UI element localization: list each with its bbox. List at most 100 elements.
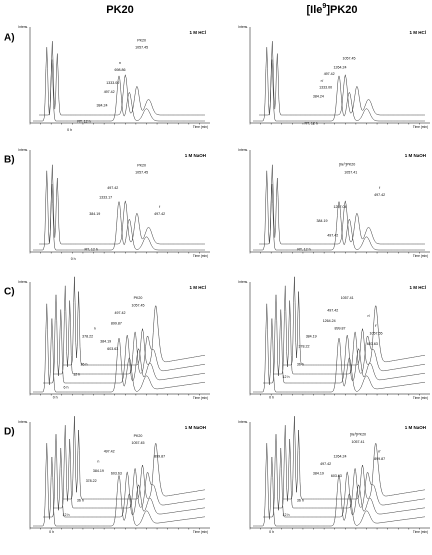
peak-label: PK20 <box>137 39 146 43</box>
axis-label: Intens. <box>18 280 28 284</box>
peak-label: 36 h <box>81 362 88 366</box>
peak-label: 0 h <box>269 396 274 400</box>
peak-label: 0 h <box>53 396 58 400</box>
peak-label: 497.42 <box>327 233 338 237</box>
peak-label: f <box>379 186 380 190</box>
peak-label: 36 h <box>77 498 84 502</box>
peak-label: 12 h <box>283 375 290 379</box>
peak-label: n <box>94 327 96 331</box>
axis-label: Time (min) <box>193 530 208 534</box>
peak-label: 1057.41 <box>352 440 365 444</box>
column-header: PK20 <box>106 4 134 16</box>
peak-label: n' <box>378 450 381 454</box>
trace <box>53 285 206 375</box>
peak-label: 1264.24 <box>334 455 347 459</box>
axis-label: Time (min) <box>193 396 208 400</box>
peak-label: 36 h <box>297 498 304 502</box>
peak-label: RT, 12 h <box>77 119 90 123</box>
trace <box>263 294 426 384</box>
condition: 1 M HCl <box>189 30 206 35</box>
peak-label: n <box>97 459 99 463</box>
peak-label: 6 h <box>64 385 69 389</box>
axis-label: Intens. <box>238 148 248 152</box>
trace <box>253 170 425 251</box>
peak-label: n' <box>367 314 370 318</box>
peak-label: 1257.04 <box>334 205 347 209</box>
axis-label: Time (min) <box>413 396 428 400</box>
trace <box>259 164 425 245</box>
peak-label: 497.42 <box>104 450 115 454</box>
axis-label: Time (min) <box>193 125 208 129</box>
peak-label: 1057.45 <box>135 171 148 175</box>
peak-label: RT, 12 h <box>297 247 310 251</box>
trace <box>283 416 426 500</box>
trace <box>43 294 206 384</box>
peak-label: f <box>159 205 160 209</box>
peak-label: 384.19 <box>93 469 104 473</box>
header-part: ]PK20 <box>326 4 357 16</box>
axis-label: Time (min) <box>413 125 428 129</box>
peak-label: 497.42 <box>320 462 331 466</box>
peak-label: PK20 <box>134 296 143 300</box>
peak-label: 384.19 <box>306 334 317 338</box>
peak-label: 0 h <box>67 128 72 132</box>
peak-label: [Ile⁹]PK20 <box>350 433 366 437</box>
trace <box>283 276 426 366</box>
axis-label: Time (min) <box>413 254 428 258</box>
peak-label: 378.22 <box>86 479 97 483</box>
peak-label: 1057.45 <box>343 57 356 61</box>
trace <box>63 276 206 366</box>
trace <box>253 443 426 527</box>
column-header: [Ile9]PK20 <box>307 3 358 16</box>
header-sup: 9 <box>322 3 326 10</box>
peak-label: 1057.55 <box>370 332 383 336</box>
peak-label: 698.86 <box>115 68 126 72</box>
peak-label: 1057.41 <box>344 171 357 175</box>
trace <box>63 416 206 500</box>
header-part: [Ile <box>307 4 323 16</box>
peak-label: 1264.24 <box>323 319 336 323</box>
trace <box>253 303 426 393</box>
peak-label: n' <box>321 79 324 83</box>
axis-label: Time (min) <box>413 530 428 534</box>
trace <box>263 434 426 518</box>
trace <box>33 443 206 527</box>
peak-label: 384.19 <box>313 472 324 476</box>
condition: 1 M NaOH <box>405 425 426 430</box>
row-label: B) <box>4 155 15 166</box>
peak-label: 497.42 <box>324 72 335 76</box>
peak-label: 603.63 <box>107 347 118 351</box>
peak-label: 899.87 <box>374 457 385 461</box>
peak-label: 899.87 <box>111 321 122 325</box>
peak-label: 1333.00 <box>106 81 119 85</box>
peak-label: 603.63 <box>367 342 378 346</box>
peak-label: RT, 12 h <box>305 122 318 126</box>
trace <box>39 164 205 245</box>
peak-label: 1057.45 <box>135 45 148 49</box>
trace <box>259 41 425 116</box>
trace <box>33 170 205 251</box>
peak-label: 378.22 <box>82 334 93 338</box>
peak-label: 384.19 <box>89 212 100 216</box>
peak-label: 497.42 <box>104 90 115 94</box>
peak-label: 899.87 <box>154 455 165 459</box>
peak-label: 1057.45 <box>132 441 145 445</box>
trace <box>33 303 206 393</box>
peak-label: 0 h <box>49 530 54 534</box>
peak-label: 384.24 <box>313 95 324 99</box>
peak-label: 384.19 <box>100 339 111 343</box>
peak-label: 1264.24 <box>334 66 347 70</box>
axis-label: Intens. <box>238 420 248 424</box>
peak-label: 12 h <box>73 373 80 377</box>
peak-label: PK20 <box>137 164 146 168</box>
peak-label: 1333.00 <box>319 86 332 90</box>
condition: 1 M NaOH <box>405 153 426 158</box>
peak-label: 497.42 <box>327 309 338 313</box>
peak-label: 603.63 <box>331 474 342 478</box>
peak-label: 1333.17 <box>99 196 112 200</box>
peak-label: 12 h <box>63 513 70 517</box>
trace <box>53 425 206 509</box>
row-label: A) <box>4 33 15 44</box>
trace <box>273 425 426 509</box>
